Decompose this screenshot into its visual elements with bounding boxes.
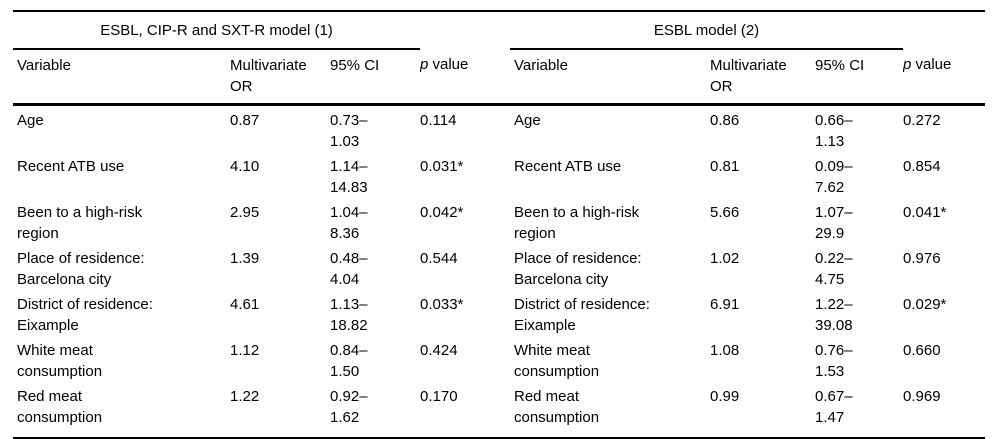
variable-cell-model1: Place of residence: Barcelona city — [17, 250, 145, 288]
table-row: Place of residence: Barcelona city 1.39 … — [13, 244, 985, 290]
or-cell-model2: 0.99 — [710, 388, 740, 405]
table-row: White meat consumption 1.12 0.84– 1.50 0… — [13, 336, 985, 382]
pvalue-cell-model2: 0.029* — [903, 296, 947, 313]
ci-cell-model2: 0.66– 1.13 — [815, 112, 853, 150]
pvalue-cell-model1: 0.544 — [420, 250, 458, 267]
model-2-gap-cell — [903, 11, 985, 49]
variable-cell-model2: Place of residence: Barcelona city — [514, 250, 642, 288]
variable-cell-model2: Age — [514, 112, 541, 129]
model-header-row: ESBL, CIP-R and SXT-R model (1) ESBL mod… — [13, 11, 985, 50]
table-row: District of residence: Eixample 4.61 1.1… — [13, 290, 985, 336]
table-row: Recent ATB use 4.10 1.14– 14.83 0.031* R… — [13, 152, 985, 198]
variable-cell-model1: Been to a high-risk region — [17, 204, 143, 242]
or-cell-model1: 1.39 — [230, 250, 260, 267]
or-cell-model2: 6.91 — [710, 296, 740, 313]
or-cell-model1: 1.12 — [230, 342, 260, 359]
ci-cell-model2: 1.07– 29.9 — [815, 204, 853, 242]
ci-cell-model2: 0.09– 7.62 — [815, 158, 853, 196]
or-cell-model1: 2.95 — [230, 204, 260, 221]
pvalue-cell-model1: 0.114 — [420, 112, 457, 129]
or-cell-model1: 4.10 — [230, 158, 260, 175]
pvalue-cell-model2: 0.976 — [903, 250, 941, 267]
model-1-gap-cell — [420, 11, 510, 49]
pvalue-cell-model1: 0.042* — [420, 204, 464, 221]
ci-cell-model2: 1.22– 39.08 — [815, 296, 853, 334]
ci-cell-model1: 0.92– 1.62 — [330, 388, 368, 426]
variable-cell-model2: District of residence: Eixample — [514, 296, 650, 334]
ci-cell-model2: 0.76– 1.53 — [815, 342, 853, 380]
variable-cell-model2: Been to a high-risk region — [514, 204, 640, 242]
variable-cell-model2: White meat consumption — [514, 342, 600, 380]
variable-cell-model1: Age — [17, 112, 44, 129]
ci-cell-model2: 0.22– 4.75 — [815, 250, 853, 288]
or-cell-model1: 1.22 — [230, 388, 260, 405]
table-row: Red meat consumption 1.22 0.92– 1.62 0.1… — [13, 382, 985, 438]
or-cell-model1: 4.61 — [230, 296, 260, 313]
table-row: Been to a high-risk region 2.95 1.04– 8.… — [13, 198, 985, 244]
ci-cell-model1: 1.04– 8.36 — [330, 204, 368, 242]
pvalue-cell-model1: 0.031* — [420, 158, 464, 175]
or-cell-model2: 0.86 — [710, 112, 740, 129]
col-header-pvalue-model1: p value — [420, 49, 510, 106]
column-header-row: Variable Multivariate OR 95% CI p value … — [13, 49, 985, 106]
col-header-ci-model2: 95% CI — [815, 49, 903, 106]
col-header-variable-model1: Variable — [13, 49, 230, 106]
p-value-label-rest: value — [911, 56, 952, 73]
pvalue-cell-model2: 0.854 — [903, 158, 941, 175]
table-header: ESBL, CIP-R and SXT-R model (1) ESBL mod… — [13, 11, 985, 106]
ci-cell-model1: 0.48– 4.04 — [330, 250, 368, 288]
variable-cell-model2: Recent ATB use — [514, 158, 622, 175]
col-header-pvalue-model2: p value — [903, 49, 985, 106]
table-row: Age 0.87 0.73– 1.03 0.114 Age 0.86 0.66–… — [13, 105, 985, 153]
p-value-label-italic: p — [903, 56, 912, 73]
p-value-label-rest: value — [428, 56, 469, 73]
variable-cell-model1: District of residence: Eixample — [17, 296, 153, 334]
ci-cell-model1: 0.84– 1.50 — [330, 342, 368, 380]
or-cell-model1: 0.87 — [230, 112, 260, 129]
pvalue-cell-model2: 0.660 — [903, 342, 941, 359]
col-header-ci-model1: 95% CI — [330, 49, 420, 106]
or-cell-model2: 1.08 — [710, 342, 740, 359]
col-header-or-model1: Multivariate OR — [230, 49, 330, 106]
model-2-title: ESBL model (2) — [510, 11, 903, 50]
ci-cell-model1: 1.13– 18.82 — [330, 296, 368, 334]
ci-cell-model1: 0.73– 1.03 — [330, 112, 368, 150]
col-header-or-model2: Multivariate OR — [710, 49, 815, 106]
pvalue-cell-model2: 0.969 — [903, 388, 941, 405]
variable-cell-model1: Red meat consumption — [17, 388, 103, 426]
p-value-label-italic: p — [420, 56, 429, 73]
pvalue-cell-model1: 0.033* — [420, 296, 464, 313]
pvalue-cell-model2: 0.041* — [903, 204, 947, 221]
ci-cell-model2: 0.67– 1.47 — [815, 388, 853, 426]
variable-cell-model1: White meat consumption — [17, 342, 103, 380]
table-body: Age 0.87 0.73– 1.03 0.114 Age 0.86 0.66–… — [13, 105, 985, 439]
or-cell-model2: 1.02 — [710, 250, 740, 267]
variable-cell-model1: Recent ATB use — [17, 158, 125, 175]
variable-cell-model2: Red meat consumption — [514, 388, 600, 426]
or-cell-model2: 5.66 — [710, 204, 740, 221]
ci-cell-model1: 1.14– 14.83 — [330, 158, 368, 196]
model-1-title: ESBL, CIP-R and SXT-R model (1) — [13, 11, 420, 50]
pvalue-cell-model1: 0.424 — [420, 342, 458, 359]
pvalue-cell-model2: 0.272 — [903, 112, 941, 129]
col-header-variable-model2: Variable — [510, 49, 710, 106]
or-cell-model2: 0.81 — [710, 158, 740, 175]
multivariate-results-table: ESBL, CIP-R and SXT-R model (1) ESBL mod… — [13, 10, 985, 439]
pvalue-cell-model1: 0.170 — [420, 388, 458, 405]
